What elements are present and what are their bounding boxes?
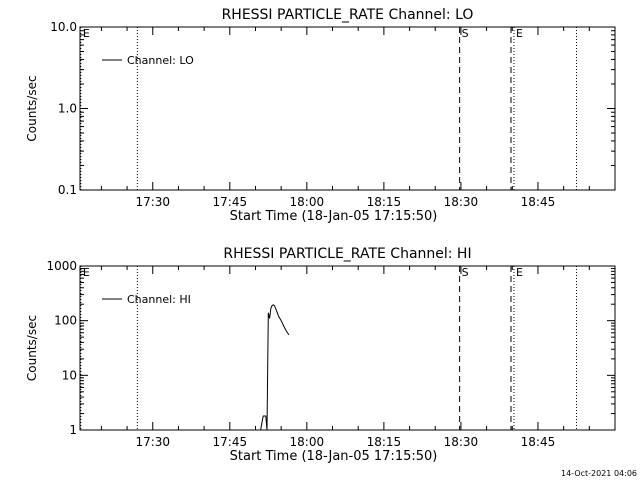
x-tick-label-hi-3: 18:15 <box>367 435 402 449</box>
x-tick-label-hi-4: 18:30 <box>444 435 479 449</box>
y-axis-label-hi: Counts/sec <box>25 315 39 381</box>
y-tick-label-lo-1: 1.0 <box>58 102 77 116</box>
x-tick-label-hi-5: 18:45 <box>521 435 556 449</box>
event-marker-label-lo-0: E <box>83 27 90 40</box>
x-tick-label-hi-2: 18:00 <box>290 435 325 449</box>
x-tick-label-lo-3: 18:15 <box>367 195 402 209</box>
x-tick-label-lo-5: 18:45 <box>521 195 556 209</box>
x-tick-label-hi-1: 17:45 <box>213 435 248 449</box>
legend-label-hi: Channel: HI <box>127 293 191 306</box>
x-axis-label-lo: Start Time (18-Jan-05 17:15:50) <box>230 209 438 224</box>
legend-label-lo: Channel: LO <box>127 54 194 67</box>
event-marker-label-hi-0: E <box>83 266 90 279</box>
event-marker-label-lo-4: E <box>516 27 523 40</box>
plot-frame-lo <box>79 26 616 191</box>
y-tick-label-hi-0: 1 <box>69 423 77 437</box>
series-line-hi-0 <box>260 304 290 431</box>
panel-lo: RHESSI PARTICLE_RATE Channel: LO E S E 17:30… <box>25 7 616 224</box>
panel-hi: RHESSI PARTICLE_RATE Channel: HI E S E 17:30… <box>25 246 616 464</box>
event-marker-label-hi-2: S <box>462 266 469 279</box>
chart-title-lo: RHESSI PARTICLE_RATE Channel: LO <box>222 7 474 23</box>
y-tick-label-lo-0: 0.1 <box>58 183 77 197</box>
timestamp: 14-Oct-2021 04:06 <box>561 469 637 478</box>
chart-title-hi: RHESSI PARTICLE_RATE Channel: HI <box>223 246 471 262</box>
x-tick-label-lo-0: 17:30 <box>135 195 170 209</box>
x-tick-label-hi-0: 17:30 <box>135 435 170 449</box>
y-axis-label-lo: Counts/sec <box>25 75 39 141</box>
x-tick-label-lo-2: 18:00 <box>290 195 325 209</box>
x-tick-label-lo-1: 17:45 <box>213 195 248 209</box>
event-marker-label-lo-2: S <box>462 27 469 40</box>
y-tick-label-hi-3: 1000 <box>46 259 77 273</box>
event-marker-label-hi-4: E <box>516 266 523 279</box>
x-axis-label-hi: Start Time (18-Jan-05 17:15:50) <box>230 449 438 464</box>
y-tick-label-hi-2: 100 <box>54 314 77 328</box>
y-tick-label-hi-1: 10 <box>62 368 77 382</box>
y-tick-label-lo-2: 10.0 <box>50 20 77 34</box>
x-tick-label-lo-4: 18:30 <box>444 195 479 209</box>
plot-frame-hi <box>79 265 616 431</box>
